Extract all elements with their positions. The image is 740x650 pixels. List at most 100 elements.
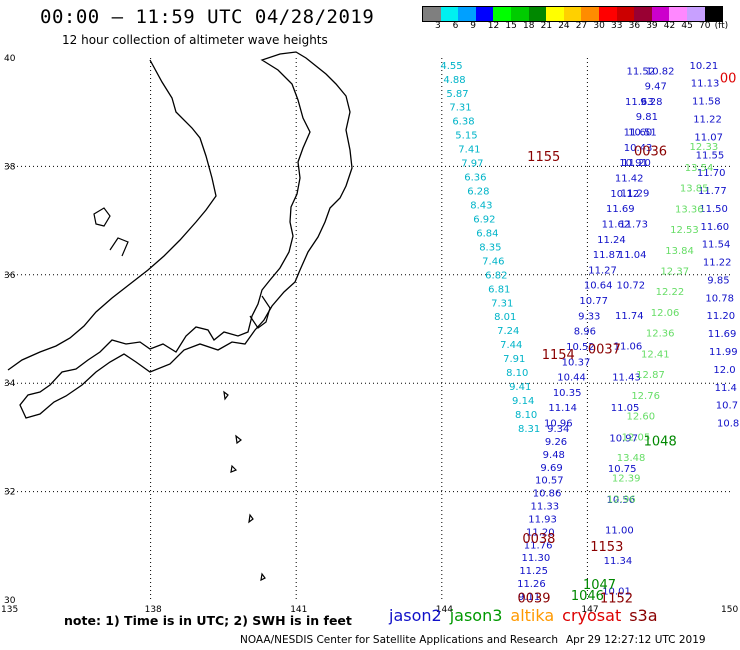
- wave-height-value: 11.25: [519, 566, 548, 577]
- color-scale-tick-label: 21: [540, 21, 553, 31]
- wave-height-value: 11.27: [588, 265, 617, 276]
- color-scale-swatch: [634, 7, 652, 21]
- wave-height-value: 12.05: [622, 432, 651, 443]
- wave-height-value: 11.62: [602, 219, 631, 230]
- wave-height-value: 9.26: [545, 437, 567, 448]
- wave-height-value: 7.31: [449, 103, 471, 114]
- color-scale-swatch: [598, 7, 617, 21]
- satellite-legend-jason3: jason3: [449, 606, 503, 625]
- wave-height-value: 9.81: [636, 112, 658, 123]
- wave-height-value: 13.84: [665, 246, 694, 257]
- wave-height-value: 10.01: [602, 587, 631, 598]
- wave-height-value: 8.10: [515, 410, 537, 421]
- wave-height-value: 10.86: [533, 489, 562, 500]
- color-scale-swatch: [423, 7, 441, 21]
- wave-height-value: 11.99: [709, 347, 738, 358]
- wave-height-value: 11.77: [698, 186, 727, 197]
- wave-height-value: 10.43: [624, 143, 653, 154]
- color-scale-swatch: [651, 7, 670, 21]
- wave-height-value: 9.48: [543, 450, 565, 461]
- y-tick-label: 32: [4, 488, 15, 498]
- wave-height-value: 11.69: [606, 204, 635, 215]
- wave-height-value: 11.20: [622, 158, 651, 169]
- wave-height-value: 11.34: [604, 556, 633, 567]
- pass-time-label: 0039: [517, 592, 550, 607]
- pass-time-label: 1154: [542, 348, 575, 363]
- wave-height-value: 11.30: [522, 553, 551, 564]
- color-scale-tick-label: 45: [681, 21, 693, 31]
- track-green-jason3: 12.96 12.39 13.48 12.05 12.60 12.76 12.87 12.41…: [607, 142, 718, 505]
- wave-height-value: 11.24: [597, 235, 626, 246]
- pass-time-label: 1046: [571, 589, 604, 604]
- wave-height-value: 11.63: [625, 97, 654, 108]
- color-scale-tick-label: 12: [487, 21, 500, 31]
- coastline: [7, 51, 353, 582]
- altimeter-tracks: 4.55 4.88 5.87 7.31 6.38 5.15 7.41 7.97 6.36 6.28…: [440, 61, 739, 603]
- wave-height-value: 12.36: [646, 329, 675, 340]
- wave-height-value: 12.87: [636, 370, 665, 381]
- y-tick-label: 34: [4, 379, 16, 389]
- wave-height-value: 9.47: [645, 82, 667, 93]
- sado-island: [93, 207, 111, 227]
- wave-height-value: 9.33: [578, 311, 600, 322]
- wave-height-value: 11.05: [611, 403, 640, 414]
- izu-islands: [223, 390, 266, 582]
- wave-height-value: 11.54: [702, 240, 731, 251]
- wave-height-value: 11.04: [618, 250, 647, 261]
- color-scale-swatch: [510, 7, 529, 21]
- wave-height-value: 8.01: [494, 312, 516, 323]
- wave-height-value: 7.46: [482, 256, 504, 267]
- satellite-legend-jason2: jason2: [389, 606, 442, 625]
- wave-height-value: 8.96: [574, 327, 596, 338]
- pass-time-label: 1048: [644, 435, 677, 450]
- wave-height-value: 11.60: [700, 222, 729, 233]
- wave-height-value: 10.64: [584, 281, 613, 292]
- wave-height-value: 11.70: [697, 168, 726, 179]
- wave-height-value: 11.33: [531, 502, 560, 513]
- color-scale-tick-label: 33: [611, 21, 623, 31]
- color-scale-swatch: [686, 7, 705, 21]
- pass-time-labels: 1155 003600003711541048003811531047104611…: [517, 71, 736, 606]
- wave-height-value: 9.28: [640, 97, 662, 108]
- wave-height-value: 10.91: [619, 158, 648, 169]
- tokyo-bay-outline: [249, 295, 271, 329]
- wave-height-value: 10.56: [606, 495, 635, 506]
- wave-height-value: 10.78: [705, 293, 734, 304]
- footer-credit: NOAA/NESDIS Center for Satellite Applica…: [240, 634, 558, 646]
- wave-height-value: 7.44: [500, 340, 522, 351]
- wave-height-value: 8.10: [506, 368, 528, 379]
- color-scale-swatch: [669, 7, 687, 21]
- y-tick-label: 38: [4, 162, 16, 172]
- wave-height-value: 12.22: [656, 287, 685, 298]
- color-scale-tick-label: 18: [523, 21, 535, 31]
- wave-height-value: 6.84: [476, 228, 498, 239]
- wave-height-value: 13.36: [675, 204, 704, 215]
- color-scale-ticks: 3 6 9 12 15 18 21 24 27 30 33 36 39 42 45 70 (ft): [422, 21, 740, 33]
- wave-height-value: 11.74: [615, 311, 644, 322]
- color-scale-bar: [422, 6, 724, 22]
- wave-height-value: 10.82: [646, 66, 675, 77]
- wave-height-value: 5.87: [446, 89, 468, 100]
- wave-height-value: 10.8: [717, 419, 739, 430]
- wave-height-value: 11.60: [624, 127, 653, 138]
- pass-time-label: 1153: [590, 540, 623, 555]
- wave-height-value: 11.29: [621, 189, 650, 200]
- color-scale-swatch: [493, 7, 511, 21]
- wave-height-value: 10.52: [566, 342, 595, 353]
- wave-height-value: 8.43: [470, 201, 492, 212]
- x-tick-label: 144: [436, 605, 453, 615]
- wave-height-value: 11.58: [692, 97, 721, 108]
- wave-height-value: 10.57: [535, 476, 564, 487]
- honshu-coastline: [19, 51, 353, 419]
- satellite-legend-altika: altika: [510, 606, 555, 625]
- wave-height-value: 6.81: [488, 284, 510, 295]
- chart-subtitle: 12 hour collection of altimeter wave hei…: [62, 33, 328, 47]
- wave-height-value: 11.93: [528, 514, 557, 525]
- y-tick-label: 36: [4, 271, 16, 281]
- wave-height-value: 10.97: [609, 434, 638, 445]
- color-scale-tick-label: 36: [628, 21, 641, 31]
- wave-height-value: 11.06: [614, 342, 643, 353]
- x-tick-label: 141: [290, 605, 307, 615]
- color-scale-swatch: [563, 7, 582, 21]
- wave-height-value: 7.41: [458, 145, 480, 156]
